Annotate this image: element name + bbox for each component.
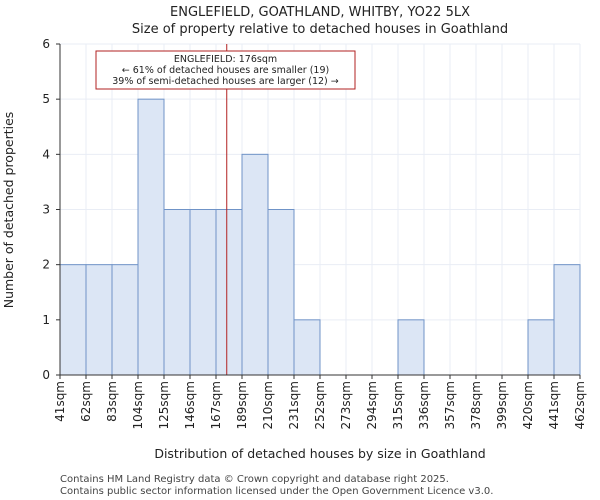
x-tick-label: 420sqm xyxy=(521,381,535,429)
x-tick-label: 62sqm xyxy=(79,381,93,422)
annotation-box: ENGLEFIELD: 176sqm ← 61% of detached hou… xyxy=(95,50,356,90)
y-tick-label: 6 xyxy=(42,37,50,51)
histogram-bar xyxy=(59,264,87,376)
histogram-bar xyxy=(215,209,243,376)
x-tick-label: 189sqm xyxy=(235,381,249,429)
x-tick-label: 294sqm xyxy=(365,381,379,429)
annotation-line-2: ← 61% of detached houses are smaller (19… xyxy=(122,65,329,76)
bars xyxy=(59,98,581,376)
x-tick-label: 273sqm xyxy=(339,381,353,429)
annotation-line-3: 39% of semi-detached houses are larger (… xyxy=(112,76,339,87)
x-tick-label: 252sqm xyxy=(313,381,327,429)
axes xyxy=(56,43,581,379)
footer-line-1: Contains HM Land Registry data © Crown c… xyxy=(60,474,449,485)
x-tick-label: 167sqm xyxy=(209,381,223,429)
histogram-bar xyxy=(85,264,113,376)
histogram-bar xyxy=(189,209,217,376)
histogram-bar xyxy=(267,209,295,376)
y-tick-label: 1 xyxy=(42,313,50,327)
x-tick-label: 41sqm xyxy=(53,381,67,422)
y-tick-label: 2 xyxy=(42,258,50,272)
x-tick-label: 210sqm xyxy=(261,381,275,429)
histogram-bar xyxy=(553,264,581,376)
histogram-bar xyxy=(111,264,139,376)
footer-line-2: Contains public sector information licen… xyxy=(60,486,493,497)
histogram-bar xyxy=(137,98,165,376)
x-axis-title: Distribution of detached houses by size … xyxy=(154,446,485,461)
chart-subtitle: Size of property relative to detached ho… xyxy=(132,22,508,37)
histogram-bar xyxy=(527,319,555,376)
chart-title: ENGLEFIELD, GOATHLAND, WHITBY, YO22 5LX xyxy=(170,5,470,20)
x-tick-labels: 41sqm 62sqm 83sqm 104sqm 125sqm 146sqm 167sqm 1… xyxy=(53,381,587,429)
x-tick-label: 462sqm xyxy=(573,381,587,429)
annotation-frame xyxy=(95,50,356,90)
histogram-bar xyxy=(241,153,269,376)
y-tick-label: 0 xyxy=(42,368,50,382)
histogram-bar xyxy=(397,319,425,376)
x-tick-label: 336sqm xyxy=(417,381,431,429)
x-tick-label: 231sqm xyxy=(287,381,301,429)
y-tick-label: 4 xyxy=(42,147,50,161)
x-tick-label: 146sqm xyxy=(183,381,197,429)
annotation-line-1: ENGLEFIELD: 176sqm xyxy=(174,54,277,65)
x-tick-label: 315sqm xyxy=(391,381,405,429)
y-tick-label: 3 xyxy=(42,203,50,217)
histogram-bar xyxy=(293,319,321,376)
y-tick-label: 5 xyxy=(42,92,50,106)
x-tick-label: 83sqm xyxy=(105,381,119,422)
x-tick-label: 399sqm xyxy=(495,381,509,429)
histogram-bar xyxy=(163,209,191,376)
x-tick-label: 357sqm xyxy=(443,381,457,429)
x-tick-label: 104sqm xyxy=(131,381,145,429)
x-tick-label: 125sqm xyxy=(157,381,171,429)
x-tick-label: 378sqm xyxy=(469,381,483,429)
x-tick-label: 441sqm xyxy=(547,381,561,429)
y-axis-title: Number of detached properties xyxy=(1,112,16,309)
y-tick-labels: 0 1 2 3 4 5 6 xyxy=(42,37,50,382)
